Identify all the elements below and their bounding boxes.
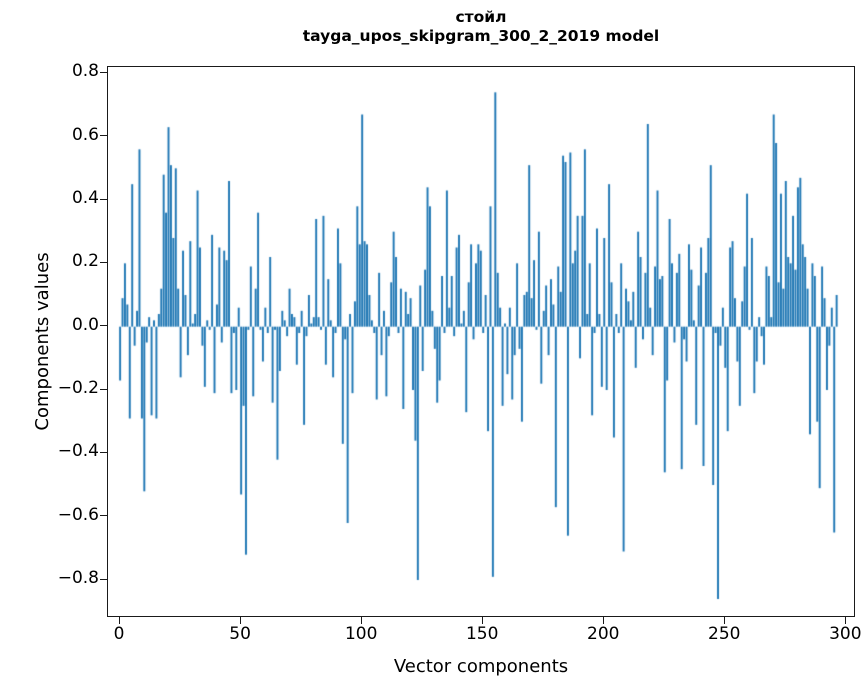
x-tick-label: 0 (113, 624, 125, 644)
bar-series-canvas (108, 67, 856, 618)
x-tick-mark (723, 617, 725, 624)
y-tick-mark (100, 71, 107, 73)
y-tick-label: 0.0 (71, 314, 99, 335)
y-tick-mark (100, 451, 107, 453)
x-tick-label: 100 (344, 624, 378, 644)
y-tick-mark (100, 388, 107, 390)
y-tick-label: −0.4 (57, 441, 99, 462)
chart-title: стойл tayga_upos_skipgram_300_2_2019 mod… (107, 8, 855, 46)
x-axis-label: Vector components (393, 656, 569, 677)
x-tick-mark (602, 617, 604, 624)
y-tick-mark (100, 135, 107, 137)
y-axis-label: Components values (32, 252, 53, 431)
y-tick-mark (100, 198, 107, 200)
x-tick-label: 300 (829, 624, 862, 644)
x-tick-label: 150 (465, 624, 499, 644)
plot-axes (107, 66, 856, 618)
y-tick-mark (100, 515, 107, 517)
y-tick-label: −0.6 (57, 504, 99, 525)
chart-title-line-1: стойл (455, 8, 507, 26)
chart-title-line-2: tayga_upos_skipgram_300_2_2019 model (302, 27, 660, 45)
y-tick-label: 0.8 (71, 61, 99, 82)
x-tick-mark (118, 617, 120, 624)
y-tick-mark (100, 578, 107, 580)
x-tick-mark (239, 617, 241, 624)
y-tick-label: 0.4 (71, 188, 99, 208)
y-tick-mark (100, 325, 107, 327)
y-axis-tick-labels: 0.8 0.6 0.4 0.2 0.0 −0.2 −0.4 −0.6 −0.8 (0, 0, 99, 696)
x-axis-tick-labels: 0 50 100 150 200 250 300 (0, 624, 867, 654)
x-tick-mark (360, 617, 362, 624)
x-tick-label: 200 (587, 624, 620, 644)
y-tick-label: 0.2 (71, 251, 99, 272)
y-tick-label: −0.2 (57, 378, 99, 398)
x-tick-label: 250 (708, 624, 741, 644)
x-tick-mark (481, 617, 483, 624)
x-tick-mark (844, 617, 846, 624)
y-tick-mark (100, 261, 107, 263)
y-tick-label: −0.8 (57, 568, 99, 588)
y-tick-label: 0.6 (71, 124, 99, 145)
x-tick-label: 50 (229, 624, 251, 644)
